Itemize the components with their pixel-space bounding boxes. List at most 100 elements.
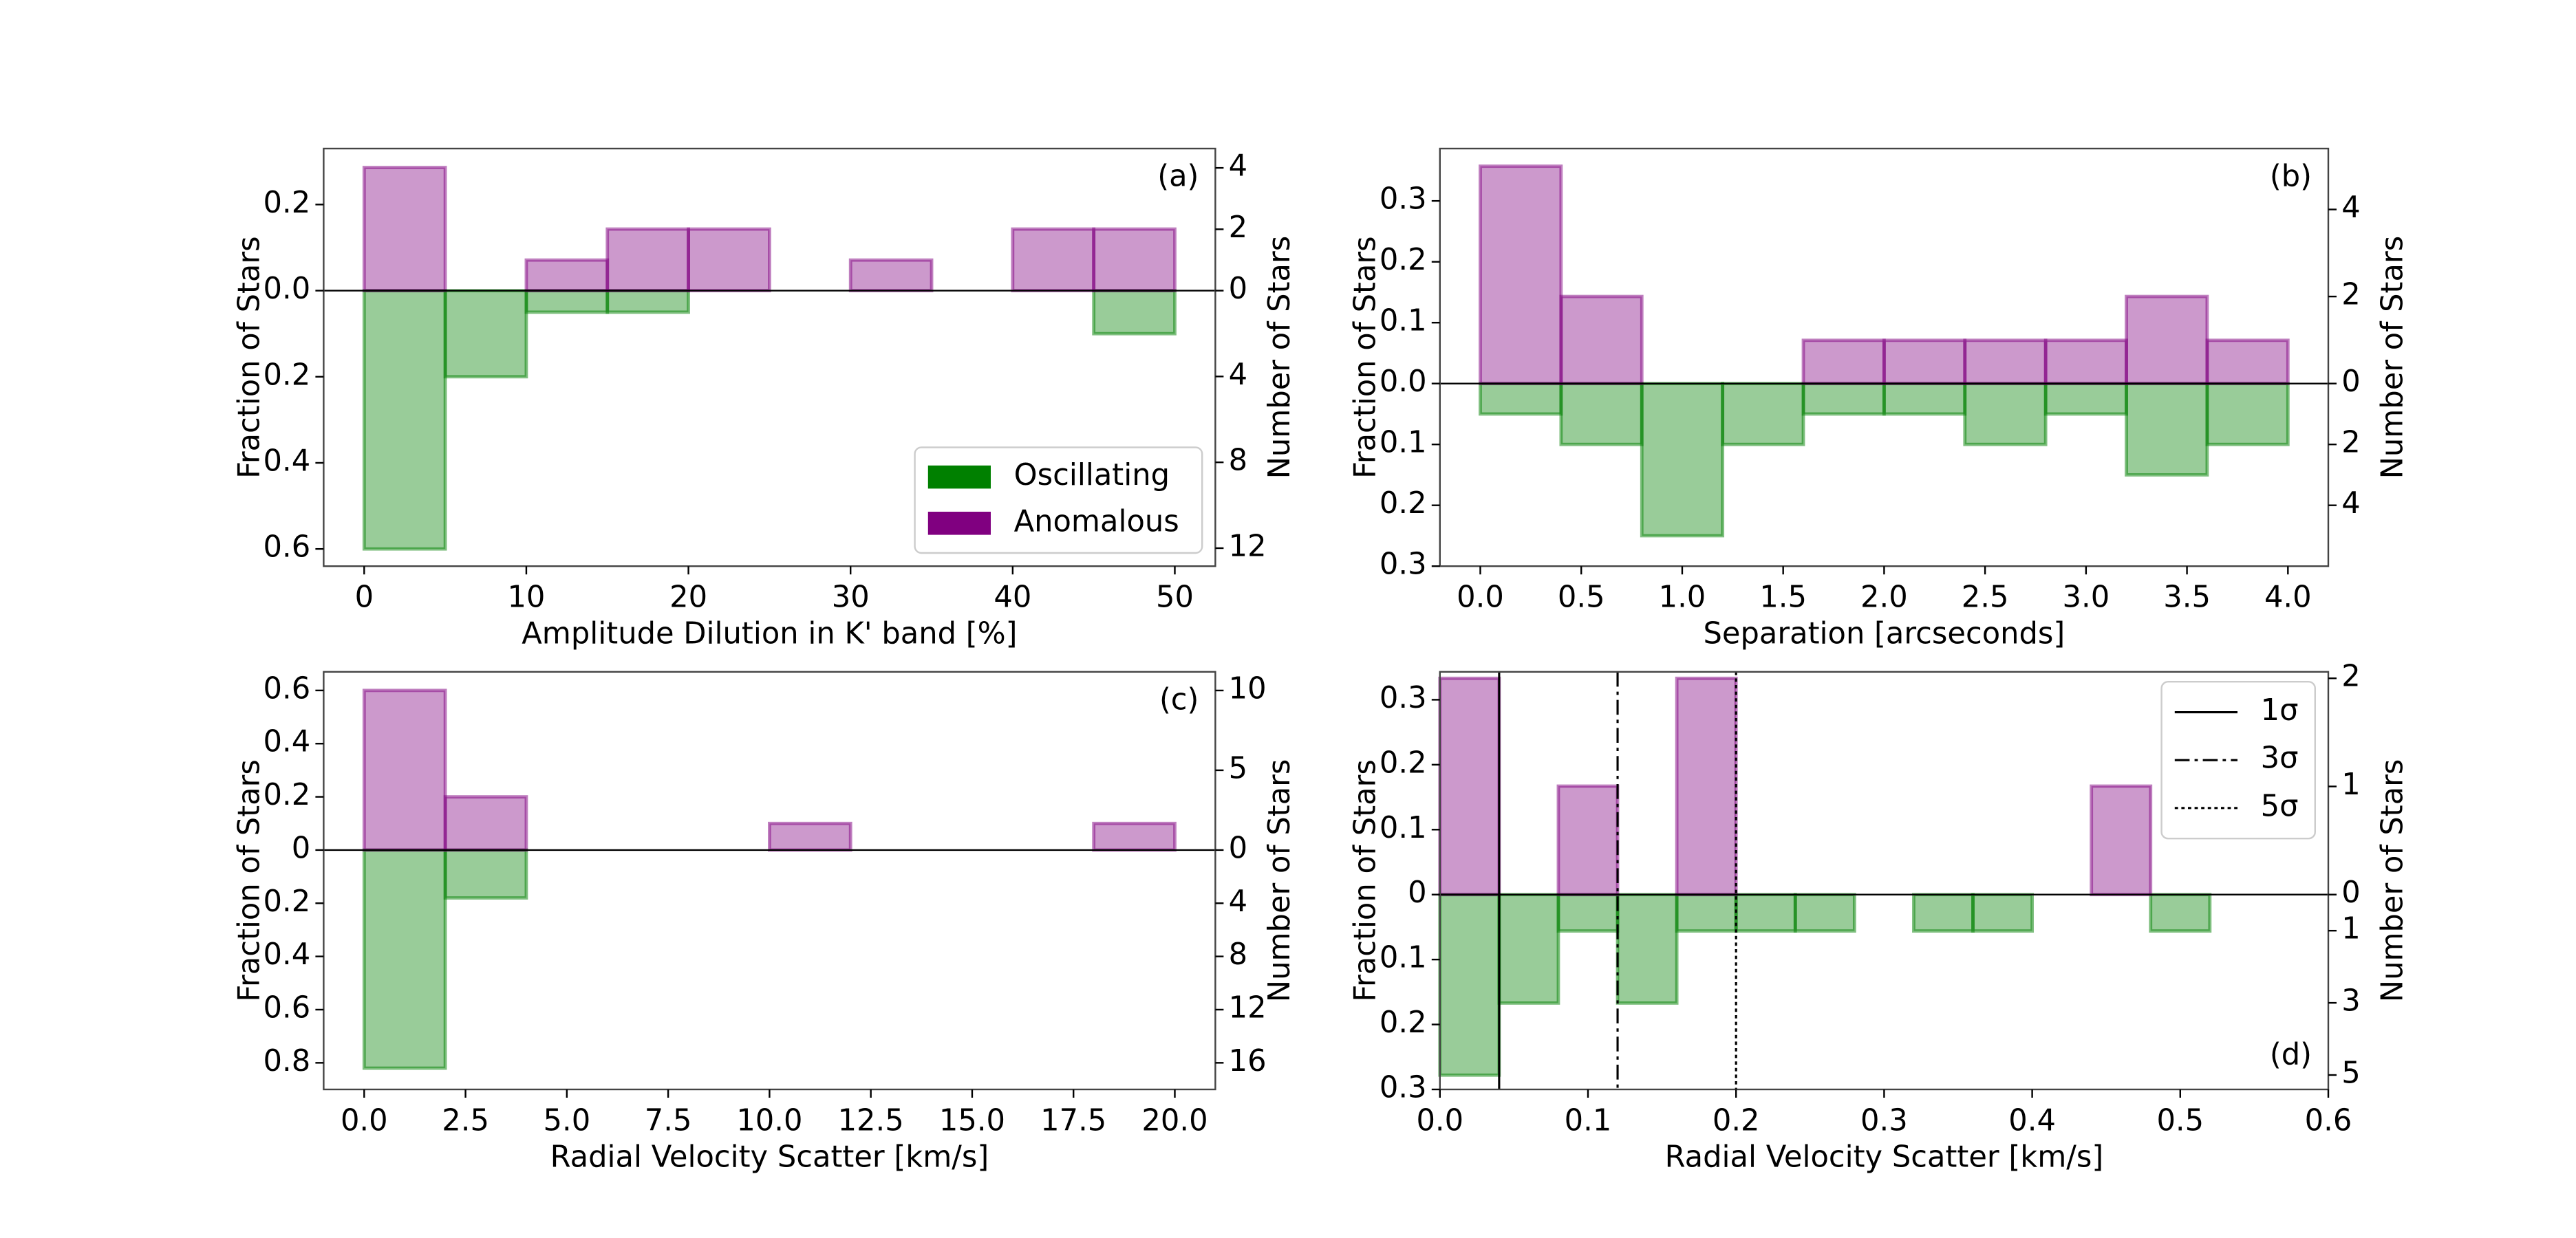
y2-axis-label: Number of Stars <box>1263 236 1297 479</box>
x-tick-label: 0.2 <box>1713 1104 1760 1138</box>
x-tick-label: 30 <box>832 580 870 615</box>
y-tick-label: 0.2 <box>264 884 311 919</box>
bar <box>1011 227 1096 292</box>
y2-tick-label: 1 <box>2341 768 2360 802</box>
x-tick-label: 1.0 <box>1659 580 1706 615</box>
y-tick-label: 0.1 <box>1380 426 1427 460</box>
y-tick-label: 0.3 <box>1380 681 1427 715</box>
y-tick-label: 0.6 <box>264 990 311 1025</box>
y-tick-label: 0.0 <box>1380 365 1427 399</box>
x-tick-label: 1.5 <box>1759 580 1807 615</box>
bar <box>362 688 447 852</box>
legend-label: 3σ <box>2261 741 2299 776</box>
y-tick-label: 0.6 <box>264 530 311 565</box>
y2-tick-label: 12 <box>1229 990 1267 1025</box>
x-axis-label: Amplitude Dilution in K' band [%] <box>522 617 1017 651</box>
y-tick-label: 0.2 <box>264 358 311 392</box>
panel-annotation: (c) <box>1159 683 1199 717</box>
y2-tick-label: 4 <box>1229 884 1247 919</box>
bar <box>362 848 447 1070</box>
x-tick-label: 15.0 <box>939 1104 1005 1138</box>
panel: 0.0 0.1 0.2 0.3 0.4 0.5 0.6 0.3 0.2 0.1 0 0.1 0.2 0.3… <box>1349 660 2410 1175</box>
bar <box>768 821 852 852</box>
bar <box>848 258 934 292</box>
bar <box>605 289 690 314</box>
bar <box>1092 227 1177 292</box>
y-axis-label: Fraction of Stars <box>1349 236 1383 479</box>
legend-label: Anomalous <box>1014 504 1179 539</box>
bar <box>524 258 610 292</box>
bar <box>362 289 447 551</box>
x-axis-label: Radial Velocity Scatter [km/s] <box>550 1140 989 1174</box>
y2-tick-label: 0 <box>1229 272 1247 306</box>
y2-tick-label: 2 <box>2341 660 2360 694</box>
x-tick-label: 20 <box>669 580 707 615</box>
x-tick-label: 2.5 <box>442 1104 489 1138</box>
x-tick-label: 0.4 <box>2008 1104 2056 1138</box>
bar <box>2043 338 2128 386</box>
x-tick-label: 7.5 <box>645 1104 692 1138</box>
bar <box>1438 676 1501 897</box>
x-tick-label: 20.0 <box>1141 1104 1208 1138</box>
y-tick-label: 0.0 <box>264 272 311 306</box>
bar <box>443 289 528 379</box>
bar <box>443 848 528 900</box>
y-tick-label: 0.1 <box>1380 304 1427 338</box>
y2-tick-label: 5 <box>1229 751 1247 785</box>
bar <box>1963 338 2048 386</box>
y2-tick-label: 16 <box>1229 1044 1267 1078</box>
y2-tick-label: 0 <box>1229 831 1247 865</box>
y-tick-label: 0.3 <box>1380 182 1427 217</box>
x-tick-label: 2.5 <box>1962 580 2009 615</box>
x-tick-label: 0 <box>355 580 374 615</box>
legend-label: 5σ <box>2261 789 2299 823</box>
legend-label: Oscillating <box>1014 458 1170 492</box>
x-tick-label: 40 <box>994 580 1031 615</box>
legend-label: 1σ <box>2261 693 2299 728</box>
bar <box>362 166 447 292</box>
bar <box>1438 893 1501 1077</box>
y-axis-label: Fraction of Stars <box>232 236 266 479</box>
bar <box>1556 893 1620 933</box>
y-tick-label: 0.3 <box>1380 547 1427 582</box>
x-tick-label: 5.0 <box>544 1104 591 1138</box>
bar <box>605 227 690 292</box>
bar <box>1616 893 1679 1005</box>
y-axis-label: Fraction of Stars <box>1349 759 1383 1002</box>
bar <box>1675 893 1738 933</box>
y-tick-label: 0.2 <box>264 778 311 812</box>
x-tick-label: 10.0 <box>736 1104 802 1138</box>
y-tick-label: 0.4 <box>264 937 311 972</box>
y-tick-label: 0.1 <box>1380 811 1427 845</box>
x-tick-label: 0.0 <box>1416 1104 1463 1138</box>
x-tick-label: 0.5 <box>2156 1104 2204 1138</box>
x-tick-label: 0.0 <box>341 1104 388 1138</box>
bar <box>443 795 528 852</box>
y2-tick-label: 12 <box>1229 529 1267 563</box>
y2-tick-label: 4 <box>1229 149 1247 184</box>
y2-tick-label: 4 <box>2341 486 2360 521</box>
x-tick-label: 12.5 <box>838 1104 904 1138</box>
y2-tick-label: 0 <box>2341 876 2360 910</box>
bar <box>2125 382 2209 477</box>
x-tick-label: 0.0 <box>1457 580 1504 615</box>
y-tick-label: 0.2 <box>1380 486 1427 521</box>
y-tick-label: 0.1 <box>1380 941 1427 975</box>
bar <box>2149 893 2212 933</box>
bar <box>1882 338 1967 386</box>
bar <box>687 227 771 292</box>
bar <box>2205 382 2290 446</box>
bar <box>1479 382 1563 416</box>
x-tick-label: 3.0 <box>2063 580 2110 615</box>
y2-tick-label: 4 <box>2341 191 2360 225</box>
bar <box>1721 382 1805 446</box>
x-tick-label: 17.5 <box>1040 1104 1106 1138</box>
bar <box>2205 338 2290 386</box>
bar <box>1559 294 1644 386</box>
y-tick-label: 0 <box>292 831 310 865</box>
x-tick-label: 10 <box>507 580 545 615</box>
y2-tick-label: 8 <box>1229 444 1247 478</box>
bar <box>1882 382 1967 416</box>
bar <box>1801 338 1886 386</box>
